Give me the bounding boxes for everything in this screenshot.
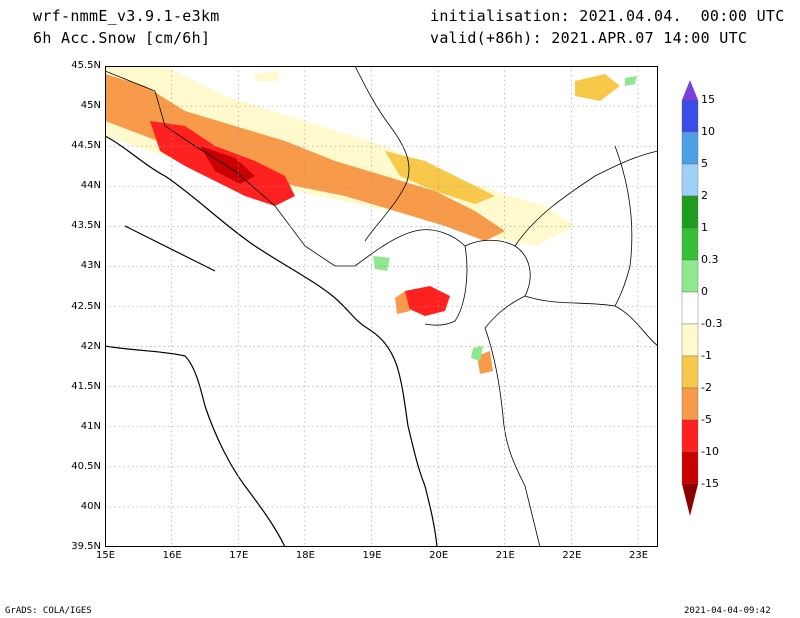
legend-label: -10 bbox=[701, 445, 719, 458]
legend-swatch bbox=[681, 451, 699, 485]
legend-swatch bbox=[681, 355, 699, 389]
lat-tick-label: 40.5N bbox=[71, 460, 101, 472]
graticule bbox=[105, 66, 658, 547]
lon-tick-label: 23E bbox=[629, 550, 649, 561]
lat-tick-label: 41.5N bbox=[71, 380, 101, 392]
lon-tick-label: 21E bbox=[495, 550, 515, 561]
legend-swatch bbox=[681, 131, 699, 165]
legend-label: -5 bbox=[701, 413, 712, 426]
legend-swatch bbox=[681, 387, 699, 421]
legend-label: 0 bbox=[701, 285, 708, 298]
lon-tick-label: 16E bbox=[162, 550, 182, 561]
legend-label: -1 bbox=[701, 349, 712, 362]
legend-swatch bbox=[681, 291, 699, 325]
map-panel bbox=[105, 66, 658, 547]
legend-label: -2 bbox=[701, 381, 712, 394]
map-frame bbox=[105, 66, 658, 547]
legend-label: 2 bbox=[701, 189, 708, 202]
lon-tick-label: 18E bbox=[295, 550, 315, 561]
field-title: 6h Acc.Snow [cm/6h] bbox=[33, 29, 211, 47]
legend-swatch bbox=[681, 419, 699, 453]
lon-tick-label: 15E bbox=[96, 550, 116, 561]
lat-tick-label: 41N bbox=[80, 420, 101, 432]
legend-label: 10 bbox=[701, 125, 715, 138]
footer-timestamp: 2021-04-04-09:42 bbox=[684, 606, 771, 616]
lat-tick-label: 44.5N bbox=[71, 140, 101, 152]
legend-label: -15 bbox=[701, 477, 719, 490]
lat-tick-label: 45.5N bbox=[71, 60, 101, 71]
legend-swatch bbox=[681, 227, 699, 261]
lon-tick-label: 17E bbox=[229, 550, 249, 561]
coastlines bbox=[105, 135, 438, 547]
lat-tick-label: 43.5N bbox=[71, 220, 101, 232]
legend-swatch bbox=[681, 99, 699, 133]
lat-tick-label: 42.5N bbox=[71, 300, 101, 312]
lat-tick-label: 39.5N bbox=[71, 541, 101, 552]
valid-time: valid(+86h): 2021.APR.07 14:00 UTC bbox=[430, 29, 748, 47]
legend-arrow-bottom bbox=[682, 484, 698, 516]
legend-label: 0.3 bbox=[701, 253, 719, 266]
legend-label: 15 bbox=[701, 93, 715, 106]
legend-swatch bbox=[681, 323, 699, 357]
model-title: wrf-nmmE_v3.9.1-e3km bbox=[33, 7, 220, 25]
legend-label: 5 bbox=[701, 157, 708, 170]
lon-tick-label: 19E bbox=[362, 550, 382, 561]
lat-tick-label: 40N bbox=[80, 500, 101, 512]
lon-tick-label: 22E bbox=[562, 550, 582, 561]
lat-tick-label: 45N bbox=[80, 100, 101, 112]
lat-tick-label: 44N bbox=[80, 180, 101, 192]
legend-swatch bbox=[681, 163, 699, 197]
legend-label: -0.3 bbox=[701, 317, 723, 330]
lat-tick-label: 42N bbox=[80, 340, 101, 352]
lat-tick-label: 43N bbox=[80, 260, 101, 272]
color-legend bbox=[681, 80, 699, 516]
init-time: initialisation: 2021.04.04. 00:00 UTC bbox=[430, 7, 785, 25]
legend-arrow-top bbox=[682, 80, 698, 100]
lon-tick-label: 20E bbox=[429, 550, 449, 561]
footer-credit: GrADS: COLA/IGES bbox=[5, 606, 92, 616]
legend-swatch bbox=[681, 195, 699, 229]
legend-label: 1 bbox=[701, 221, 708, 234]
legend-swatch bbox=[681, 259, 699, 293]
borders bbox=[105, 66, 658, 547]
